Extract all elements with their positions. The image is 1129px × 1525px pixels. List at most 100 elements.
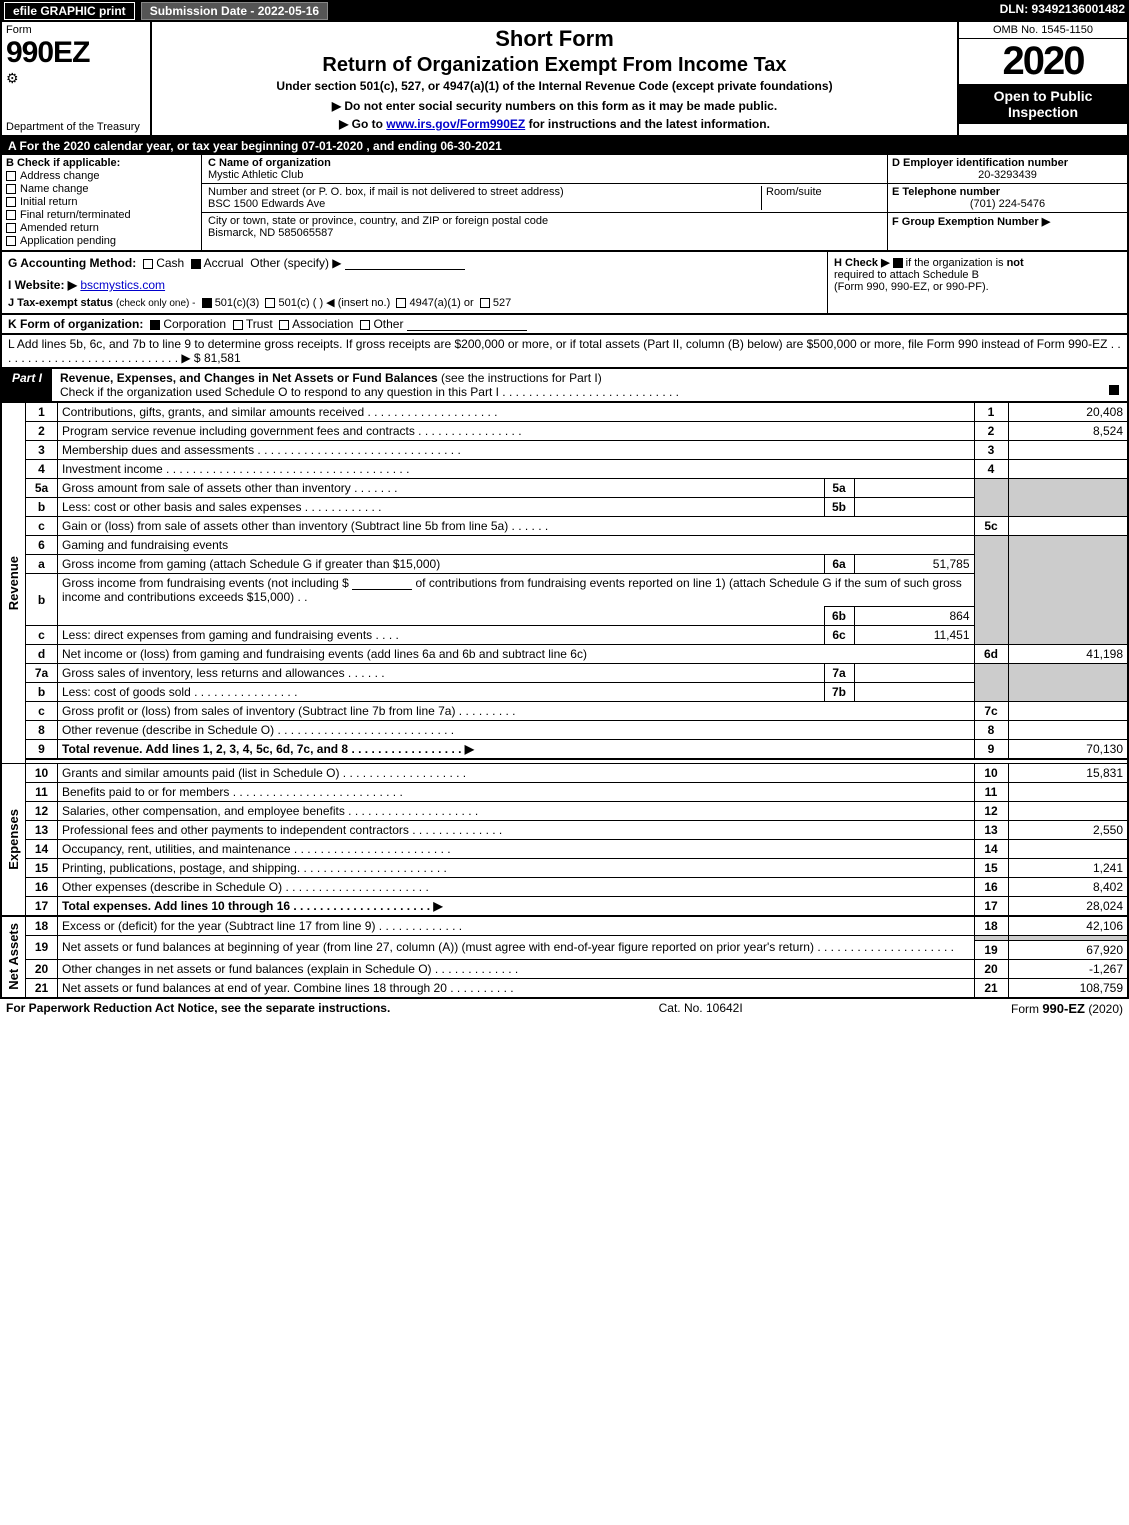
line-6b-num: b <box>26 574 58 626</box>
lines-table: Revenue 1 Contributions, gifts, grants, … <box>0 402 1129 999</box>
line-16-num: 16 <box>26 877 58 896</box>
section-l: L Add lines 5b, 6c, and 7b to line 9 to … <box>0 335 1129 369</box>
g-other-input[interactable] <box>345 258 465 270</box>
form-header: Form 990EZ ⚙ Department of the Treasury … <box>0 22 1129 137</box>
line-6c-num: c <box>26 626 58 645</box>
chk-final-return[interactable] <box>6 210 16 220</box>
line-3-amount <box>1008 441 1128 460</box>
line-1-desc: Contributions, gifts, grants, and simila… <box>58 403 975 422</box>
irs-link[interactable]: www.irs.gov/Form990EZ <box>386 117 525 131</box>
line-6c-subnum: 6c <box>824 626 854 645</box>
section-b: B Check if applicable: Address change Na… <box>0 155 1129 252</box>
line-21-amount: 108,759 <box>1008 978 1128 998</box>
h-label: H Check ▶ <box>834 257 890 269</box>
org-name: Mystic Athletic Club <box>208 169 303 181</box>
l-value: 81,581 <box>204 351 241 365</box>
chk-application-pending[interactable] <box>6 236 16 246</box>
line-13-num: 13 <box>26 820 58 839</box>
line-14-num: 14 <box>26 839 58 858</box>
line-3-desc: Membership dues and assessments . . . . … <box>58 441 975 460</box>
part1-tab: Part I <box>2 369 52 401</box>
line-6d-desc: Net income or (loss) from gaming and fun… <box>58 645 975 664</box>
g-label: G Accounting Method: <box>8 256 136 270</box>
part1-check[interactable] <box>1109 385 1119 395</box>
line-6b-subval: 864 <box>854 607 974 626</box>
line-6d-amount: 41,198 <box>1008 645 1128 664</box>
k-label: K Form of organization: <box>8 317 143 331</box>
tax-year: 2020 <box>959 39 1127 84</box>
line-12-num: 12 <box>26 801 58 820</box>
line-11-amount <box>1008 782 1128 801</box>
line-5a-subnum: 5a <box>824 479 854 498</box>
line-19-linenum: 19 <box>974 940 1008 959</box>
line-6a-subnum: 6a <box>824 555 854 574</box>
h-text1: if the organization is <box>906 257 1007 269</box>
chk-name-change[interactable] <box>6 184 16 194</box>
chk-trust[interactable] <box>233 320 243 330</box>
footer-right-prefix: Form <box>1011 1002 1042 1016</box>
l-text: L Add lines 5b, 6c, and 7b to line 9 to … <box>8 337 1121 365</box>
k-other: Other <box>373 317 403 331</box>
chk-name-change-label: Name change <box>20 183 89 195</box>
chk-501c3[interactable] <box>202 298 212 308</box>
line-2-linenum: 2 <box>974 422 1008 441</box>
line-7b-desc: Less: cost of goods sold . . . . . . . .… <box>58 683 825 702</box>
line-15-num: 15 <box>26 858 58 877</box>
line-7b-num: b <box>26 683 58 702</box>
chk-h[interactable] <box>893 258 903 268</box>
line-7c-num: c <box>26 702 58 721</box>
chk-501c[interactable] <box>265 298 275 308</box>
website-link[interactable]: bscmystics.com <box>80 278 165 292</box>
submission-date: Submission Date - 2022-05-16 <box>141 2 328 20</box>
chk-assoc[interactable] <box>279 320 289 330</box>
g-cash: Cash <box>156 256 184 270</box>
line-14-desc: Occupancy, rent, utilities, and maintena… <box>58 839 975 858</box>
line-13-desc: Professional fees and other payments to … <box>58 820 975 839</box>
gray-5ab-amt <box>1008 479 1128 517</box>
part1-header: Part I Revenue, Expenses, and Changes in… <box>0 369 1129 402</box>
h-text3: (Form 990, 990-EZ, or 990-PF). <box>834 281 989 293</box>
line-7c-desc: Gross profit or (loss) from sales of inv… <box>58 702 975 721</box>
chk-527[interactable] <box>480 298 490 308</box>
line-6-desc: Gaming and fundraising events <box>58 536 975 555</box>
line-4-linenum: 4 <box>974 460 1008 479</box>
line-5a-desc: Gross amount from sale of assets other t… <box>58 479 825 498</box>
footer-mid: Cat. No. 10642I <box>659 1001 743 1015</box>
line-12-desc: Salaries, other compensation, and employ… <box>58 801 975 820</box>
line-5b-num: b <box>26 498 58 517</box>
line-7a-desc: Gross sales of inventory, less returns a… <box>58 664 825 683</box>
line-19-amount: 67,920 <box>1008 940 1128 959</box>
h-text2: required to attach Schedule B <box>834 269 979 281</box>
note2-prefix: ▶ Go to <box>339 117 386 131</box>
side-net-assets: Net Assets <box>6 923 21 990</box>
footer: For Paperwork Reduction Act Notice, see … <box>0 999 1129 1018</box>
chk-amended-return[interactable] <box>6 223 16 233</box>
line-6b-input[interactable] <box>352 578 412 590</box>
chk-cash[interactable] <box>143 259 153 269</box>
chk-address-change[interactable] <box>6 171 16 181</box>
line-7b-subval <box>854 683 974 702</box>
j-4947: 4947(a)(1) or <box>409 297 473 309</box>
city-label: City or town, state or province, country… <box>208 215 548 227</box>
chk-other[interactable] <box>360 320 370 330</box>
j-501c3: 501(c)(3) <box>215 297 260 309</box>
line-5a-subval <box>854 479 974 498</box>
e-label: E Telephone number <box>892 186 1000 198</box>
chk-initial-return[interactable] <box>6 197 16 207</box>
gray-5ab <box>974 479 1008 517</box>
chk-4947[interactable] <box>396 298 406 308</box>
line-5c-amount <box>1008 517 1128 536</box>
footer-right: Form 990-EZ (2020) <box>1011 1001 1123 1016</box>
k-other-input[interactable] <box>407 319 527 331</box>
section-k: K Form of organization: Corporation Trus… <box>0 315 1129 335</box>
line-9-linenum: 9 <box>974 740 1008 760</box>
gray-7ab-amt <box>1008 664 1128 702</box>
gray-6 <box>974 536 1008 645</box>
chk-corp[interactable] <box>150 320 160 330</box>
line-12-linenum: 12 <box>974 801 1008 820</box>
line-1-amount: 20,408 <box>1008 403 1128 422</box>
form-word: Form <box>6 24 146 36</box>
chk-accrual[interactable] <box>191 259 201 269</box>
line-19-desc: Net assets or fund balances at beginning… <box>58 935 975 959</box>
line-18-amount: 42,106 <box>1008 916 1128 936</box>
